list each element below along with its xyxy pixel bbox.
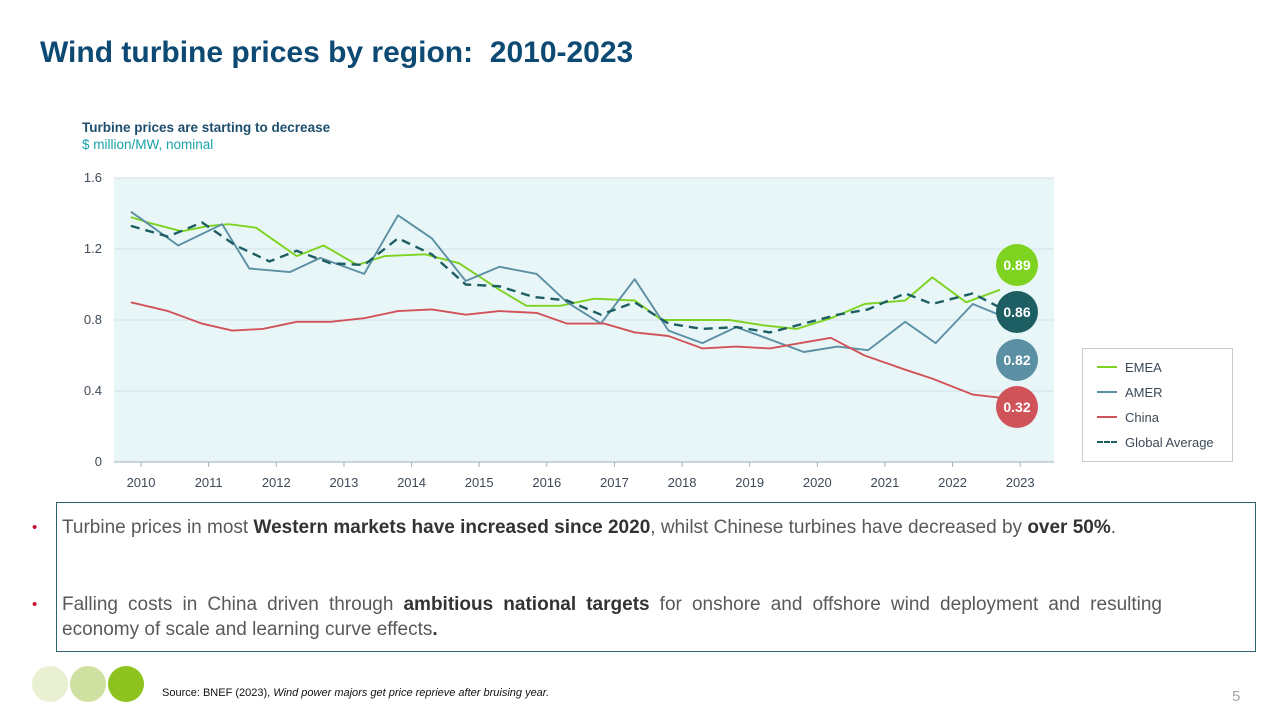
bullet-text: Falling costs in China driven through (62, 594, 404, 615)
page-number: 5 (1232, 688, 1241, 705)
legend-swatch (1097, 391, 1117, 393)
x-tick-label: 2014 (397, 475, 426, 490)
x-tick-label: 2020 (803, 475, 832, 490)
legend-swatch (1097, 416, 1117, 418)
end-value-label-emea: 0.89 (1003, 257, 1030, 273)
x-tick-label: 2021 (870, 475, 899, 490)
slide-title: Wind turbine prices by region: 2010-2023 (40, 36, 634, 69)
x-tick-label: 2019 (735, 475, 764, 490)
line-chart: 0.89 0.82 0.32 0.86 Turbine prices are star… (82, 120, 1054, 490)
decorative-circle-dark (108, 666, 144, 702)
source-prefix: Source: BNEF (2023), (162, 687, 274, 699)
bullet-text: . (1110, 517, 1117, 538)
bullet-text: Turbine prices in most (62, 517, 254, 538)
series-line-china (130, 301, 1004, 400)
series-line-global-average (130, 221, 1004, 334)
summary-textbox (56, 502, 1256, 652)
source-title: Wind power majors get price reprieve aft… (273, 687, 550, 699)
end-value-label-amer: 0.82 (1003, 352, 1030, 368)
legend-item: Global Average (1097, 434, 1214, 450)
bullet-emphasis: . (432, 619, 438, 640)
legend-item: EMEA (1097, 359, 1162, 375)
x-tick-label: 2023 (1006, 475, 1035, 490)
x-tick-label: 2013 (329, 475, 358, 490)
bullet-marker: • (32, 519, 38, 536)
legend-item: China (1097, 409, 1159, 425)
end-value-label-global-average: 0.86 (1003, 304, 1030, 320)
bullet-text: for onshore and offshore wind deployment… (62, 594, 1162, 640)
series-line-amer (130, 210, 1004, 353)
end-value-label-china: 0.32 (1003, 399, 1030, 415)
bullet-item: • Falling costs in China driven through a… (32, 592, 1162, 642)
legend-swatch (1097, 441, 1117, 443)
legend-label: Global Average (1125, 434, 1214, 450)
decorative-circle-light (32, 666, 68, 702)
y-tick-label: 0.8 (84, 312, 102, 327)
end-value-badge-emea (996, 244, 1038, 286)
bullet-item: • Turbine prices in most Western markets … (32, 515, 1162, 540)
series-line-emea (130, 216, 1001, 330)
x-tick-label: 2016 (532, 475, 561, 490)
x-tick-label: 2011 (195, 475, 223, 490)
y-tick-label: 1.2 (84, 241, 102, 256)
chart-legend: EMEA AMER China Global Average (1082, 348, 1233, 462)
bullet-marker: • (32, 596, 38, 613)
legend-label: China (1125, 409, 1159, 425)
bullet-text: , whilst Chinese turbines have decreased… (650, 517, 1028, 538)
end-value-badge-china (996, 386, 1038, 428)
y-tick-label: 0.4 (84, 383, 102, 398)
legend-label: EMEA (1125, 359, 1162, 375)
x-tick-label: 2018 (668, 475, 697, 490)
legend-swatch (1097, 366, 1117, 368)
legend-label: AMER (1125, 384, 1163, 400)
end-value-badge-global-average (996, 291, 1038, 333)
y-tick-label: 0 (95, 454, 102, 469)
x-tick-label: 2017 (600, 475, 629, 490)
bullet-emphasis: ambitious national targets (403, 594, 650, 615)
bullet-emphasis: Western markets have increased since 202… (253, 517, 651, 538)
x-tick-label: 2012 (262, 475, 291, 490)
chart-subtitle: $ million/MW, nominal (82, 137, 213, 152)
x-tick-label: 2022 (938, 475, 967, 490)
x-tick-label: 2010 (127, 475, 156, 490)
legend-item: AMER (1097, 384, 1163, 400)
chart-title: Turbine prices are starting to decrease (82, 120, 331, 135)
bullet-emphasis: over 50% (1027, 517, 1111, 538)
decorative-circle-mid (70, 666, 106, 702)
source-citation: Source: BNEF (2023), Wind power majors g… (162, 687, 549, 699)
x-tick-label: 2015 (465, 475, 494, 490)
y-tick-label: 1.6 (84, 170, 102, 185)
end-value-badge-amer (996, 339, 1038, 381)
